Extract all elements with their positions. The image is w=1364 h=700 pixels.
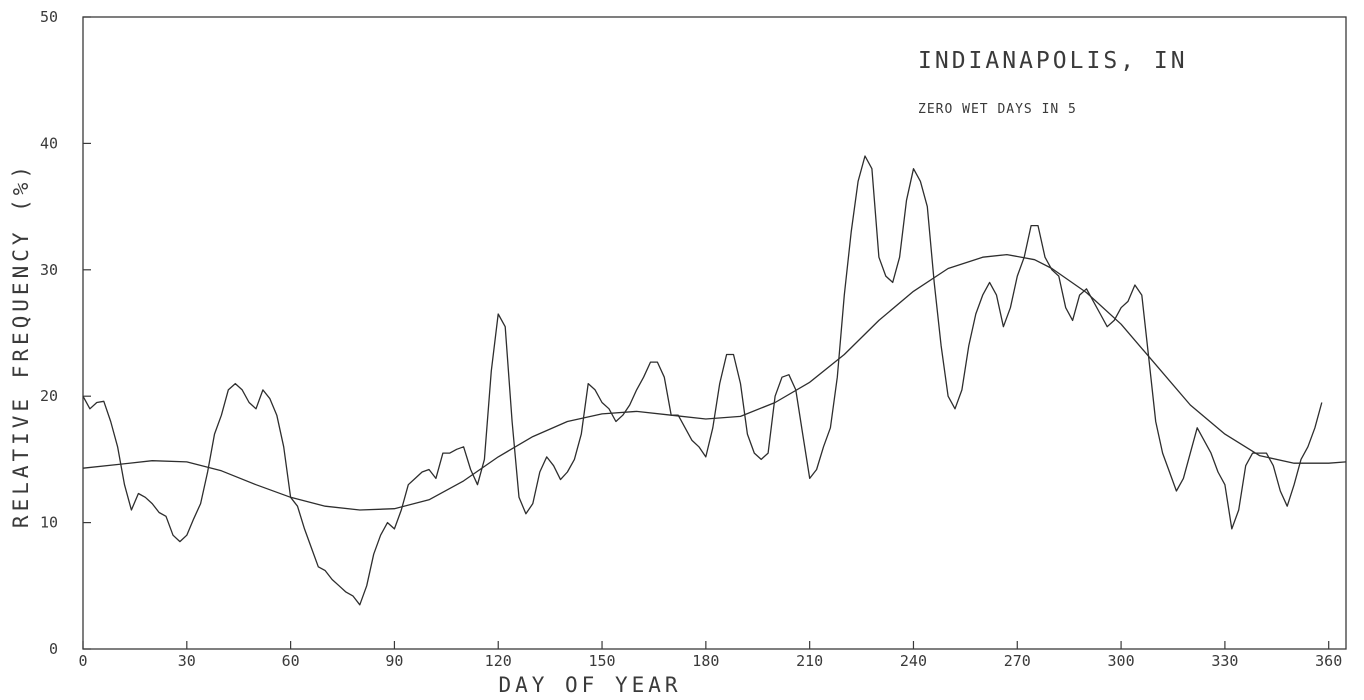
x-tick-label: 120: [485, 652, 512, 670]
x-tick-label: 360: [1315, 652, 1342, 670]
observed-frequency-line: [82, 155, 1323, 606]
y-tick-label: 40: [40, 134, 58, 152]
tick-marks: [82, 16, 1330, 650]
x-tick-label: 330: [1211, 652, 1238, 670]
x-tick-label: 270: [1004, 652, 1031, 670]
x-tick-label: 210: [796, 652, 823, 670]
x-axis-label: DAY OF YEAR: [498, 673, 681, 697]
x-tick-label: 300: [1108, 652, 1135, 670]
chart-subtitle: ZERO WET DAYS IN 5: [918, 102, 1077, 117]
smoothed-frequency-line: [82, 253, 1347, 511]
plot-frame: [82, 16, 1347, 650]
x-tick-label: 0: [78, 652, 87, 670]
y-axis-label: RELATIVE FREQUENCY (%): [9, 162, 33, 528]
x-tick-label: 90: [385, 652, 403, 670]
series-lines: [82, 155, 1347, 606]
x-tick-label: 30: [178, 652, 196, 670]
y-tick-label: 30: [40, 261, 58, 279]
chart-title: INDIANAPOLIS, IN: [918, 48, 1188, 74]
y-tick-label: 20: [40, 387, 58, 405]
y-tick-label: 0: [49, 640, 58, 658]
y-tick-label: 10: [40, 514, 58, 532]
x-tick-label: 180: [692, 652, 719, 670]
x-tick-label: 240: [900, 652, 927, 670]
x-tick-label: 60: [282, 652, 300, 670]
y-tick-label: 50: [40, 8, 58, 26]
tick-labels: 0 30 60 90 120 150 180 210 240 270 300 330 360 0 10 20 3…: [40, 8, 1342, 670]
x-tick-label: 150: [588, 652, 615, 670]
